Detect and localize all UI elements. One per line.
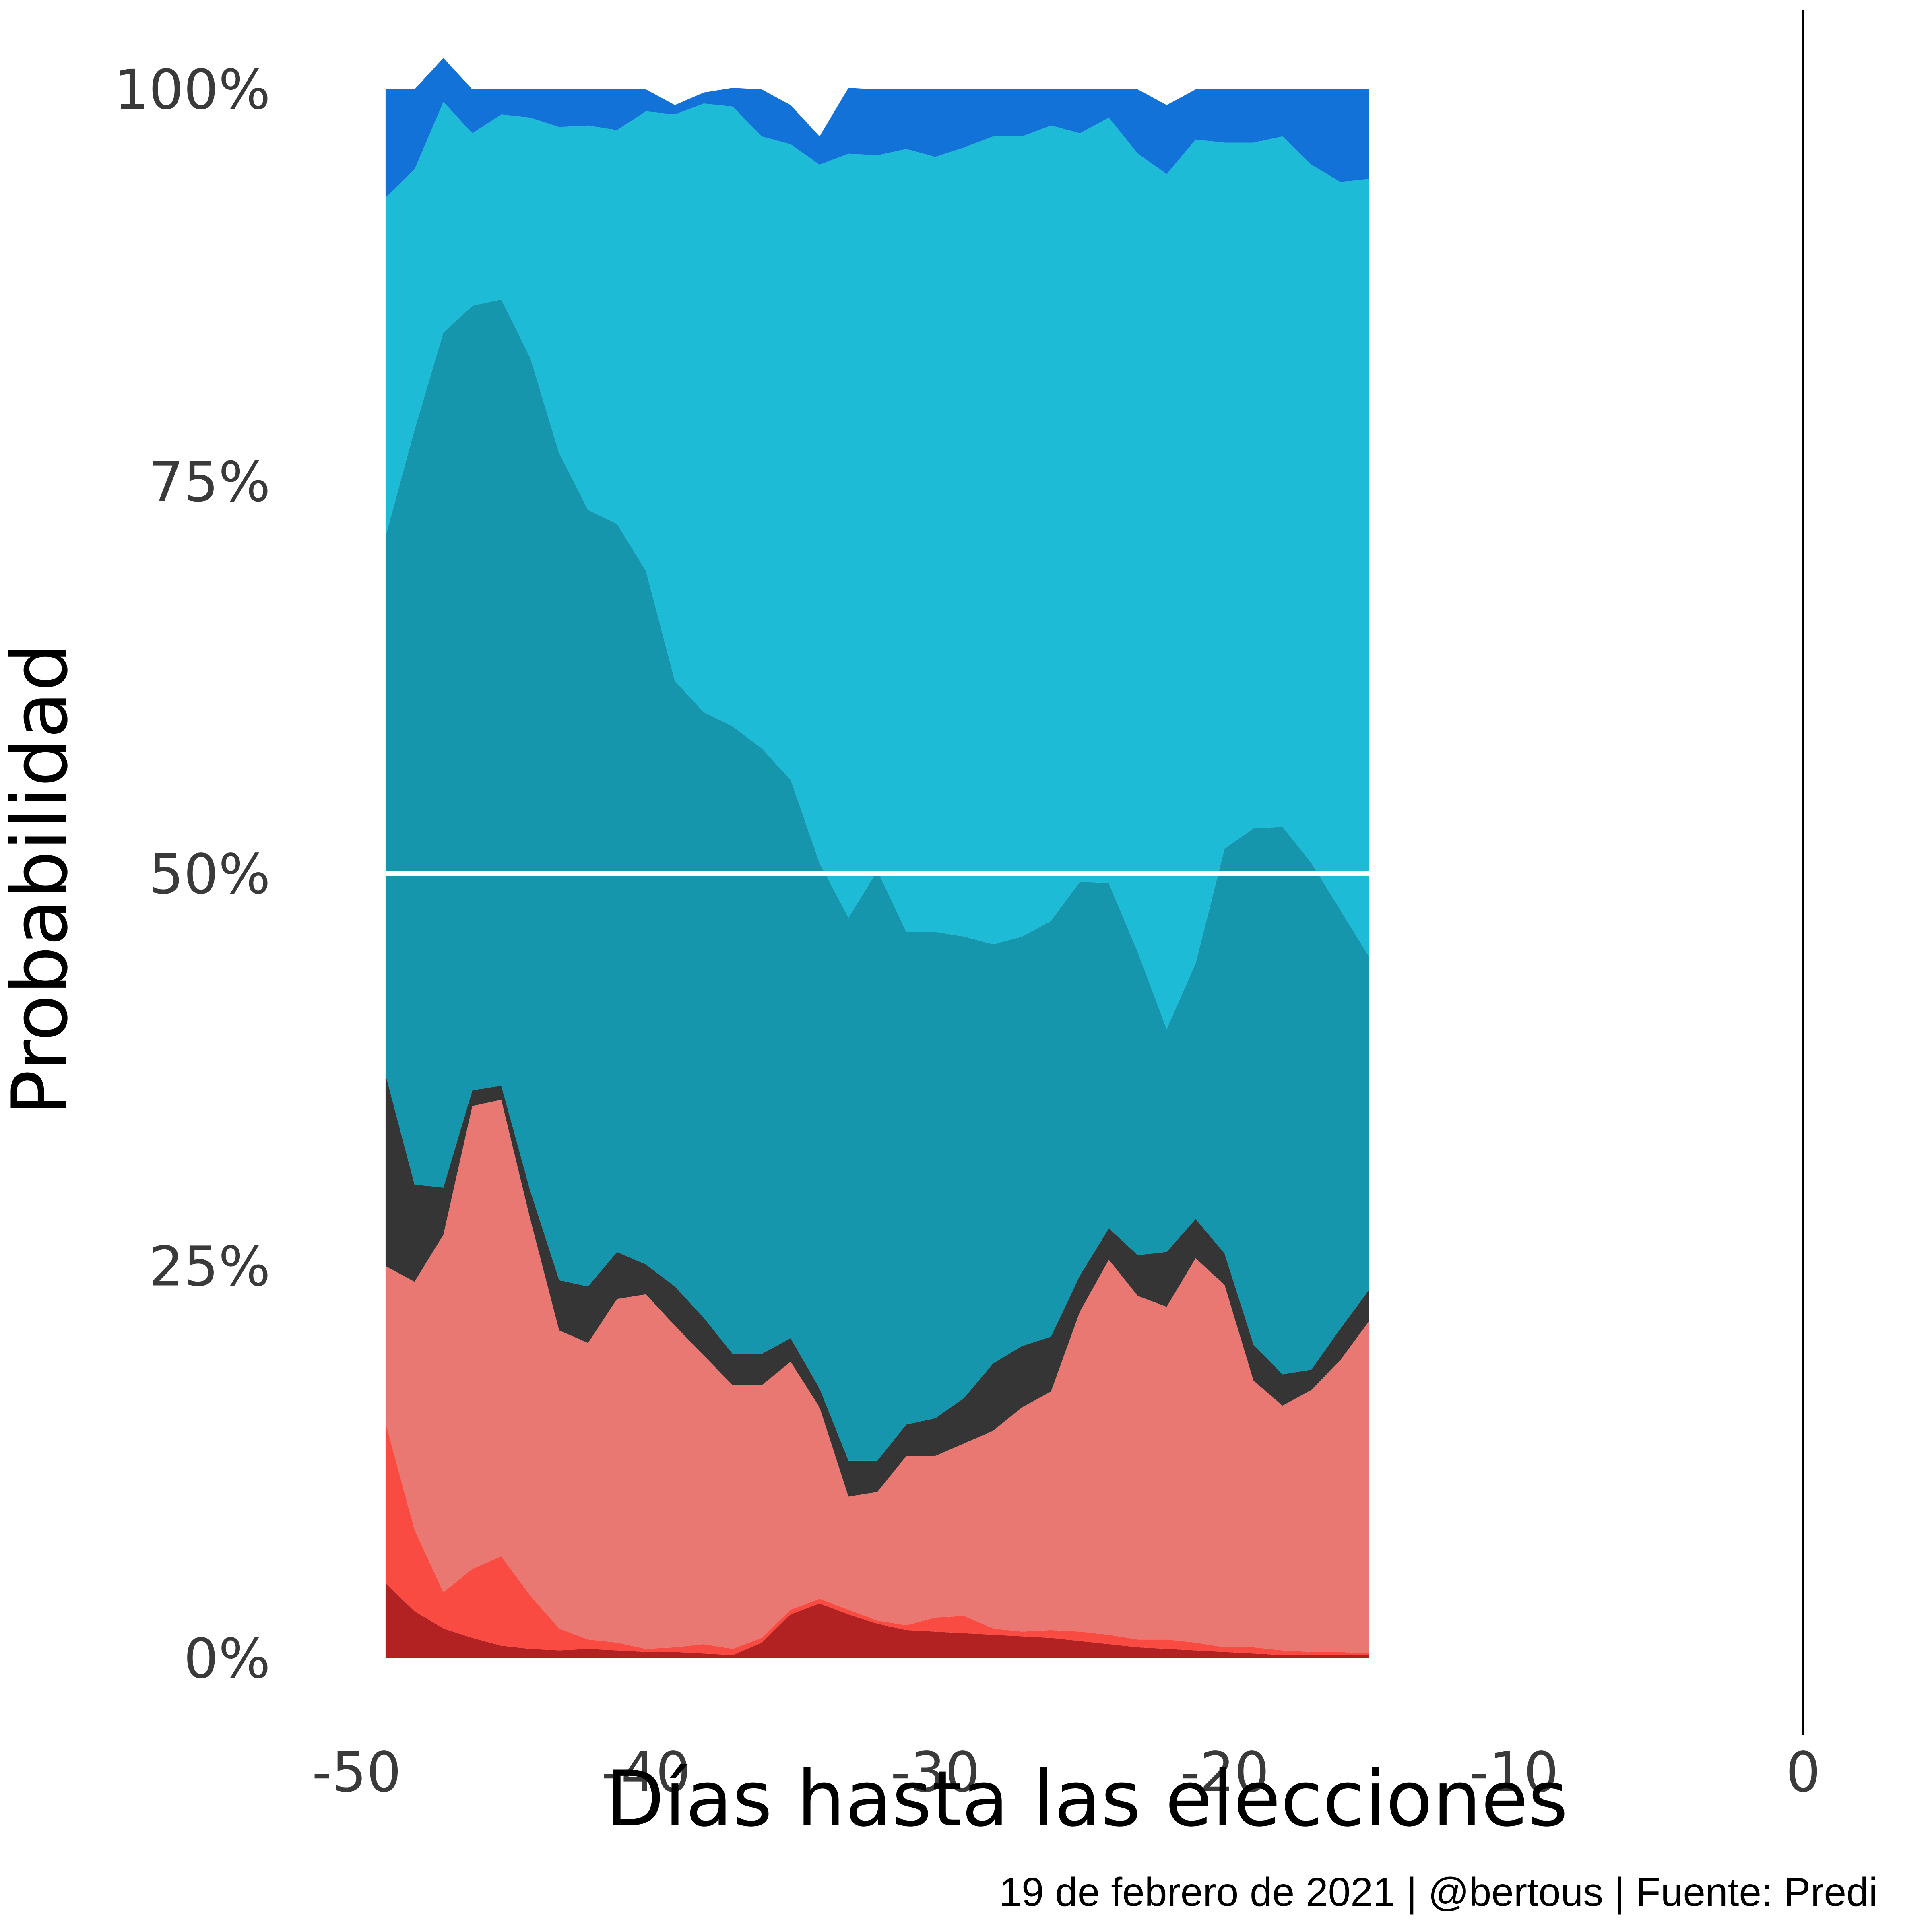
x-axis-title: Días hasta las elecciones bbox=[605, 1754, 1568, 1843]
area-series-1 bbox=[385, 1583, 1369, 1658]
x-tick-label: -50 bbox=[312, 1741, 401, 1804]
x-tick-label: -40 bbox=[601, 1741, 691, 1804]
y-tick-label: 75% bbox=[149, 451, 270, 514]
x-axis-ticks: -50 -40 -30 -20 -10 0 bbox=[312, 1741, 1821, 1804]
x-tick-label: -10 bbox=[1469, 1741, 1558, 1804]
area-series-6 bbox=[385, 102, 1369, 1029]
x-tick-label: -20 bbox=[1180, 1741, 1269, 1804]
x-tick-label: 0 bbox=[1786, 1741, 1821, 1804]
caption: 19 de febrero de 2021 | @bertous | Fuent… bbox=[999, 1870, 1878, 1915]
y-tick-label: 25% bbox=[149, 1235, 270, 1299]
y-tick-label: 0% bbox=[184, 1627, 270, 1691]
area-series-3 bbox=[385, 1100, 1369, 1654]
x-tick-label: -30 bbox=[891, 1741, 980, 1804]
y-tick-label: 100% bbox=[114, 58, 270, 122]
y-axis-ticks: 0% 25% 50% 75% 100% bbox=[114, 58, 270, 1691]
y-axis-title: Probabilidad bbox=[0, 643, 85, 1116]
area-series-4 bbox=[385, 1074, 1369, 1497]
area-layers bbox=[385, 58, 1369, 1658]
area-series-7 bbox=[385, 58, 1369, 198]
area-series-2 bbox=[385, 1423, 1369, 1655]
area-series-5 bbox=[385, 299, 1369, 1461]
y-tick-label: 50% bbox=[149, 843, 270, 906]
